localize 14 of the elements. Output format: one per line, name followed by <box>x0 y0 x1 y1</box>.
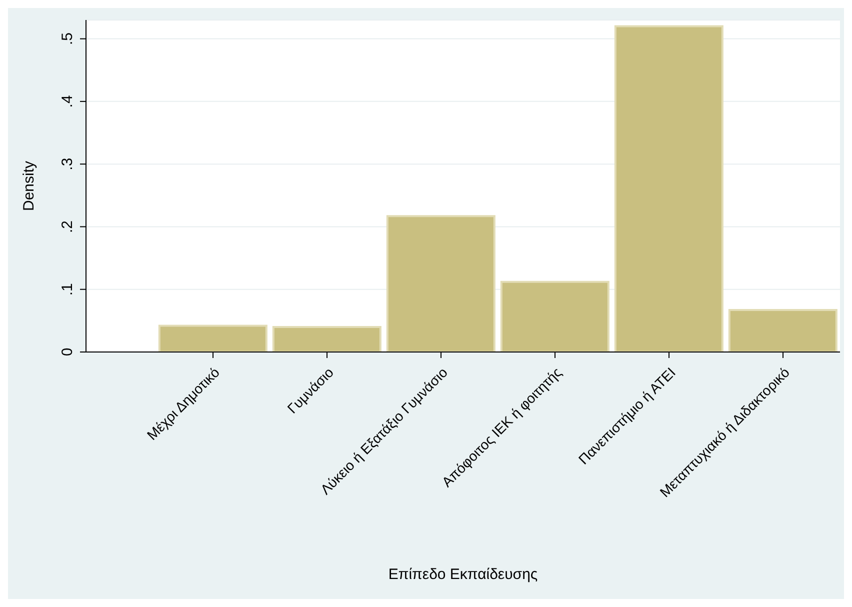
bar <box>614 25 724 352</box>
bar <box>728 309 838 352</box>
y-tick-label: .1 <box>59 283 76 296</box>
x-axis-title: Επίπεδο Εκπαίδευσης <box>388 566 538 583</box>
bar <box>500 280 610 352</box>
y-tick-label: .3 <box>59 158 76 170</box>
bar <box>386 215 496 352</box>
y-tick-label: 0 <box>59 348 76 356</box>
bar <box>158 324 268 352</box>
y-tick-label: .4 <box>59 95 76 108</box>
bar <box>272 326 382 352</box>
y-axis-title: Density <box>20 160 38 212</box>
y-tick-label: .5 <box>59 32 76 46</box>
y-tick-label: .2 <box>59 220 76 233</box>
